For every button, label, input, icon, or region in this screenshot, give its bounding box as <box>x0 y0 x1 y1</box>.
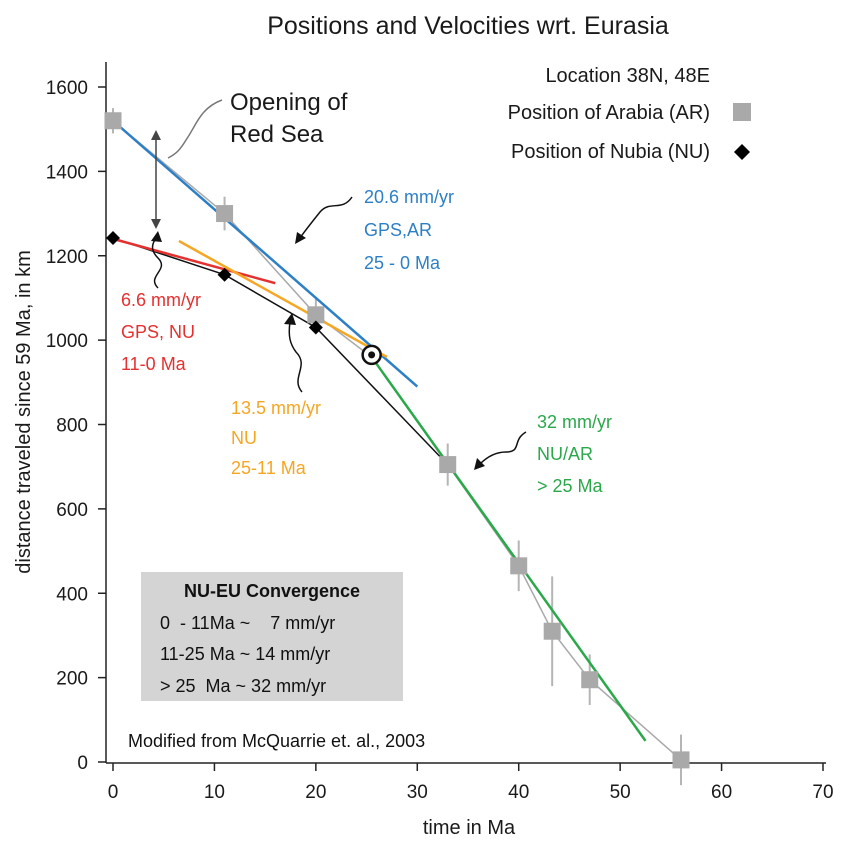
blue-annotation: 20.6 mm/yr GPS,AR 25 - 0 Ma <box>295 187 454 273</box>
convergence-box: NU-EU Convergence 0 - 11Ma ~ 7 mm/yr 11-… <box>141 572 403 701</box>
fit-line-blue <box>112 119 419 388</box>
highlight-point-dot <box>368 351 376 359</box>
red-annotation-line2: GPS, NU <box>121 322 195 342</box>
legend: Location 38N, 48E Position of Arabia (AR… <box>508 65 751 163</box>
red-annotation-arrowhead-icon <box>151 231 162 242</box>
fit-line-orange <box>178 239 388 359</box>
arabia-point <box>672 751 690 769</box>
convergence-box-line: 0 - 11Ma ~ 7 mm/yr <box>160 613 335 633</box>
x-tick-label: 70 <box>812 782 833 803</box>
green-annotation-line3: > 25 Ma <box>537 476 604 496</box>
y-tick-label: 1000 <box>46 331 88 352</box>
nubia-point <box>106 231 120 246</box>
plot-axes <box>105 62 826 764</box>
red-annotation-arrow-icon <box>151 237 163 289</box>
data-markers <box>104 112 690 769</box>
nubia-path-line <box>112 237 449 466</box>
orange-annotation-arrowhead-icon <box>284 313 296 325</box>
fit-line-green <box>370 356 647 742</box>
red-annotation: 6.6 mm/yr GPS, NU 11-0 Ma <box>121 231 201 374</box>
x-tick-label: 40 <box>508 782 529 803</box>
orange-annotation-line1: 13.5 mm/yr <box>231 398 321 418</box>
blue-annotation-arrowhead-icon <box>295 232 306 244</box>
arabia-point <box>581 671 599 689</box>
convergence-box-line: > 25 Ma ~ 32 mm/yr <box>160 676 326 696</box>
y-tick-label: 1400 <box>46 162 88 183</box>
red-sea-arrowhead-up-icon <box>151 130 161 140</box>
green-annotation: 32 mm/yr NU/AR > 25 Ma <box>474 412 612 496</box>
y-tick-label: 600 <box>56 500 88 521</box>
arabia-point <box>510 557 528 575</box>
y-tick-label: 400 <box>56 584 88 605</box>
fit-line-red <box>112 237 276 285</box>
green-annotation-arrowhead-icon <box>474 458 485 470</box>
arabia-point <box>543 622 561 640</box>
x-tick-label: 20 <box>305 782 326 803</box>
chart-title: Positions and Velocities wrt. Eurasia <box>267 12 669 40</box>
location-label: Location 38N, 48E <box>545 65 710 87</box>
x-tick-label: 50 <box>610 782 631 803</box>
red-annotation-line1: 6.6 mm/yr <box>121 290 201 310</box>
x-tick-label: 10 <box>204 782 225 803</box>
legend-marker-arabia <box>733 103 751 121</box>
x-ticks: 0 10 20 30 40 50 60 70 <box>108 763 834 803</box>
legend-marker-nubia <box>734 144 750 160</box>
orange-annotation: 13.5 mm/yr NU 25-11 Ma <box>231 313 321 478</box>
convergence-box-title: NU-EU Convergence <box>184 581 360 601</box>
y-ticks: 0 200 400 600 800 1000 1200 1400 1600 <box>46 78 106 774</box>
arabia-point <box>439 456 457 474</box>
red-sea-label-line1: Opening of <box>230 89 348 116</box>
orange-annotation-line2: NU <box>231 428 257 448</box>
red-sea-annotation: Opening of Red Sea <box>151 89 348 229</box>
orange-annotation-arrow-icon <box>288 321 303 393</box>
arabia-point <box>104 112 122 130</box>
y-tick-label: 0 <box>77 753 88 774</box>
arabia-point <box>216 205 234 223</box>
nubia-point <box>308 320 323 335</box>
red-annotation-line3: 11-0 Ma <box>121 354 187 374</box>
y-tick-label: 800 <box>56 416 88 437</box>
orange-annotation-line3: 25-11 Ma <box>231 458 307 478</box>
red-sea-leader-icon <box>167 99 223 159</box>
legend-entry-arabia: Position of Arabia (AR) <box>508 102 710 124</box>
x-tick-label: 30 <box>407 782 428 803</box>
blue-annotation-arrow-icon <box>299 196 353 239</box>
nubia-point <box>217 267 232 282</box>
x-tick-label: 0 <box>108 782 119 803</box>
green-annotation-line2: NU/AR <box>537 444 593 464</box>
arabia-point <box>307 306 325 324</box>
y-axis-label: distance traveled since 59 Ma, in km <box>13 250 35 574</box>
y-tick-label: 1600 <box>46 78 88 99</box>
fit-lines <box>112 119 647 742</box>
red-sea-label-line2: Red Sea <box>230 121 324 148</box>
blue-annotation-line2: GPS,AR <box>364 220 432 240</box>
blue-annotation-line3: 25 - 0 Ma <box>364 253 441 273</box>
y-tick-label: 1200 <box>46 247 88 268</box>
y-tick-label: 200 <box>56 669 88 690</box>
x-axis-label: time in Ma <box>423 817 516 839</box>
red-sea-arrowhead-down-icon <box>151 219 161 229</box>
green-annotation-line1: 32 mm/yr <box>537 412 612 432</box>
source-note: Modified from McQuarrie et. al., 2003 <box>128 731 425 751</box>
green-annotation-arrow-icon <box>479 431 527 465</box>
blue-annotation-line1: 20.6 mm/yr <box>364 187 454 207</box>
convergence-box-bg <box>141 572 403 701</box>
legend-entry-nubia: Position of Nubia (NU) <box>511 141 710 163</box>
x-tick-label: 60 <box>711 782 732 803</box>
convergence-box-line: 11-25 Ma ~ 14 mm/yr <box>160 644 330 664</box>
